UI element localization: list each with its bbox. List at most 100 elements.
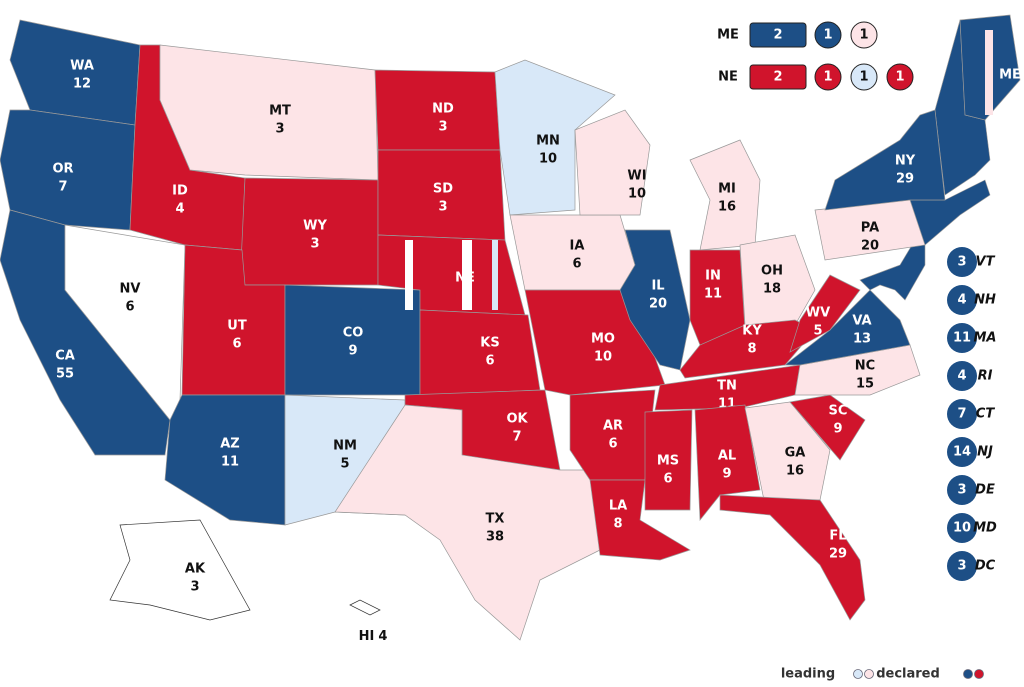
small-state-abbr: CT <box>976 407 996 422</box>
small-state-votes: 3 <box>957 255 966 270</box>
state-votes: 6 <box>232 337 241 352</box>
state-votes: 13 <box>853 332 871 347</box>
state-votes: 6 <box>125 300 134 315</box>
small-state-abbr: DE <box>975 483 995 498</box>
small-state-votes: 7 <box>957 407 966 422</box>
small-state-abbr: VT <box>976 255 996 270</box>
state-abbr: WV <box>806 306 830 321</box>
state-abbr: MT <box>269 104 291 119</box>
legend-swatch <box>853 669 863 679</box>
state-abbr: NY <box>895 154 916 169</box>
state-abbr: GA <box>785 446 806 461</box>
state-votes: 8 <box>747 342 756 357</box>
state-votes: 12 <box>73 77 91 92</box>
state-votes: 10 <box>628 187 646 202</box>
state-abbr: IL <box>651 279 664 294</box>
state-votes: 7 <box>512 430 521 445</box>
state-votes: 3 <box>190 580 199 595</box>
legend-swatch <box>974 669 984 679</box>
state-abbr: WA <box>70 59 94 74</box>
small-state-circle <box>947 551 977 581</box>
small-state-votes: 4 <box>957 293 966 308</box>
state-abbr: VA <box>852 314 871 329</box>
district-circle <box>886 63 914 91</box>
at-large-votes: 2 <box>773 70 782 85</box>
state <box>789 274 861 353</box>
district-stripe <box>405 240 413 310</box>
state-abbr: ND <box>432 102 454 117</box>
small-state-abbr: MD <box>973 521 997 536</box>
state-votes: 16 <box>786 464 804 479</box>
state <box>744 401 831 506</box>
state-abbr: AR <box>603 419 623 434</box>
district-votes: 1 <box>823 70 832 85</box>
state-votes: 29 <box>896 172 914 187</box>
state-votes: 6 <box>608 437 617 452</box>
small-state-abbr: DC <box>975 559 996 574</box>
state <box>789 394 866 461</box>
district-votes: 1 <box>895 70 904 85</box>
state-abbr: AZ <box>220 437 240 452</box>
state <box>349 599 381 616</box>
state <box>0 109 136 231</box>
state-votes: 16 <box>718 200 736 215</box>
state <box>334 404 601 641</box>
state-abbr: KY <box>742 324 762 339</box>
northeast-states <box>859 179 991 301</box>
state-votes: 3 <box>438 200 447 215</box>
small-state-votes: 11 <box>953 331 971 346</box>
state-abbr: HI <box>359 629 375 644</box>
legend-label: leading <box>781 667 835 682</box>
district-circle <box>850 63 878 91</box>
state-abbr: IN <box>705 269 721 284</box>
state-abbr: OH <box>761 264 783 279</box>
state-abbr: CA <box>55 349 75 364</box>
state-abbr: OK <box>506 412 528 427</box>
small-state-votes: 10 <box>953 521 971 536</box>
state <box>694 404 761 521</box>
small-state-votes: 3 <box>957 483 966 498</box>
state-abbr: WY <box>303 219 327 234</box>
state-votes: 20 <box>649 297 667 312</box>
small-state-circle <box>947 247 977 277</box>
state <box>574 109 651 216</box>
district-stripe <box>462 240 472 310</box>
small-state-abbr: NJ <box>977 445 993 460</box>
state-abbr: MO <box>591 332 615 347</box>
small-state-circle <box>947 513 977 543</box>
state <box>719 494 866 621</box>
state-abbr: IA <box>570 239 585 254</box>
state-abbr: UT <box>227 319 247 334</box>
state <box>569 389 656 481</box>
district-state-label: NE <box>718 70 738 85</box>
state-votes: 8 <box>613 517 622 532</box>
small-state-circle <box>947 437 977 467</box>
state-votes: 3 <box>310 237 319 252</box>
state-label: HI 4 <box>359 629 388 644</box>
state-abbr: NM <box>333 439 357 454</box>
state-abbr: ID <box>172 184 188 199</box>
district-votes: 1 <box>823 28 832 43</box>
small-state-abbr: RI <box>978 369 993 384</box>
district-votes: 1 <box>859 70 868 85</box>
small-state-abbr: MA <box>974 331 997 346</box>
state-votes: 10 <box>539 152 557 167</box>
district-stripe <box>492 240 498 310</box>
state-abbr: CO <box>343 326 364 341</box>
state-abbr: NE <box>455 271 475 286</box>
state-votes: 9 <box>348 344 357 359</box>
district-circle <box>850 21 878 49</box>
state-abbr: ME <box>999 68 1021 83</box>
state-abbr: OR <box>52 162 73 177</box>
small-state-abbr: NH <box>974 293 996 308</box>
state <box>824 109 946 211</box>
state-abbr: MS <box>657 454 679 469</box>
state <box>419 309 541 396</box>
district-circle <box>814 63 842 91</box>
state-votes: 4 <box>175 202 184 217</box>
state-abbr: MN <box>536 134 560 149</box>
state-abbr: TN <box>717 379 737 394</box>
state-votes: 11 <box>221 455 239 470</box>
small-state-circle <box>947 285 977 315</box>
state <box>619 229 691 371</box>
